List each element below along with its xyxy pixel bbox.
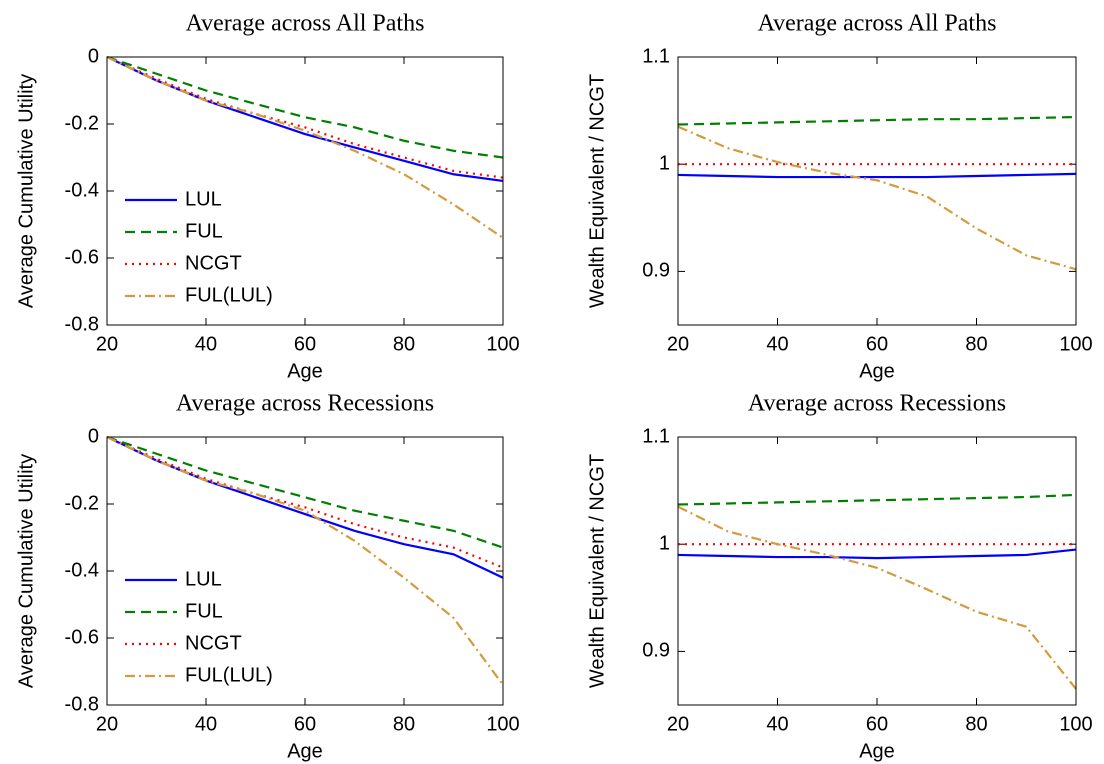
y-tick-label: 0 — [88, 45, 99, 67]
x-tick-label: 40 — [195, 713, 217, 735]
x-tick-label: 60 — [294, 333, 316, 355]
x-tick-label: 80 — [393, 333, 415, 355]
chart-title: Average across Recessions — [176, 391, 434, 417]
series-line — [106, 435, 504, 569]
series-line — [106, 56, 504, 183]
chart-title: Average across Recessions — [748, 391, 1006, 417]
legend-label: FUL(LUL) — [185, 664, 273, 686]
series-line — [677, 493, 1077, 506]
series-line — [106, 56, 504, 239]
y-tick-label: -0.4 — [65, 559, 99, 581]
legend-label: NCGT — [185, 252, 242, 274]
x-tick-label: 20 — [96, 333, 118, 355]
plot-area — [106, 436, 504, 706]
plot-area — [106, 56, 504, 326]
series-line — [677, 548, 1077, 560]
series-line — [106, 436, 504, 579]
y-axis-label: Average Cumulative Utility — [15, 74, 37, 308]
y-tick-label: -0.6 — [65, 626, 99, 648]
x-axis-label: Age — [859, 740, 895, 762]
y-tick-label: 1 — [659, 152, 670, 174]
y-tick-label: -0.4 — [65, 179, 99, 201]
plot-area — [677, 436, 1077, 706]
series-line — [106, 435, 504, 549]
x-tick-label: 100 — [486, 713, 519, 735]
x-tick-label: 60 — [866, 713, 888, 735]
y-axis-label: Average Cumulative Utility — [15, 454, 37, 688]
y-tick-label: 0.9 — [642, 260, 670, 282]
plot-area — [677, 56, 1077, 326]
x-tick-label: 80 — [393, 713, 415, 735]
y-tick-label: -0.6 — [65, 246, 99, 268]
series-line — [677, 505, 1077, 690]
x-tick-label: 60 — [294, 713, 316, 735]
x-tick-label: 100 — [486, 333, 519, 355]
x-tick-label: 40 — [195, 333, 217, 355]
chart-title: Average across All Paths — [758, 11, 997, 37]
x-tick-label: 40 — [766, 713, 788, 735]
y-tick-label: 1.1 — [642, 45, 670, 67]
legend-label: LUL — [185, 188, 222, 210]
x-tick-label: 20 — [667, 333, 689, 355]
y-tick-label: 0.9 — [642, 640, 670, 662]
y-tick-label: 0 — [88, 425, 99, 447]
x-tick-label: 60 — [866, 333, 888, 355]
x-axis-label: Age — [287, 360, 323, 382]
legend-label: FUL — [185, 220, 223, 242]
y-axis-label: Wealth Equivalent / NCGT — [586, 74, 608, 308]
x-tick-label: 20 — [96, 713, 118, 735]
x-tick-label: 80 — [965, 333, 987, 355]
series-line — [677, 115, 1077, 126]
y-tick-label: 1 — [659, 532, 670, 554]
series-line — [677, 172, 1077, 179]
x-tick-label: 100 — [1059, 713, 1092, 735]
x-tick-label: 80 — [965, 713, 987, 735]
x-tick-label: 100 — [1059, 333, 1092, 355]
y-tick-label: 1.1 — [642, 425, 670, 447]
x-tick-label: 40 — [766, 333, 788, 355]
legend-label: NCGT — [185, 632, 242, 654]
x-axis-label: Age — [859, 360, 895, 382]
series-line — [106, 55, 504, 179]
legend-label: FUL — [185, 600, 223, 622]
y-tick-label: -0.2 — [65, 492, 99, 514]
chart-title: Average across All Paths — [186, 11, 425, 37]
x-tick-label: 20 — [667, 713, 689, 735]
legend-label: FUL(LUL) — [185, 284, 273, 306]
series-line — [106, 55, 504, 159]
y-tick-label: -0.8 — [65, 693, 99, 715]
legend-label: LUL — [185, 568, 222, 590]
y-tick-label: -0.8 — [65, 313, 99, 335]
y-axis-label: Wealth Equivalent / NCGT — [586, 454, 608, 688]
x-axis-label: Age — [287, 740, 323, 762]
y-tick-label: -0.2 — [65, 112, 99, 134]
series-line — [677, 125, 1077, 271]
series-line — [106, 436, 504, 686]
